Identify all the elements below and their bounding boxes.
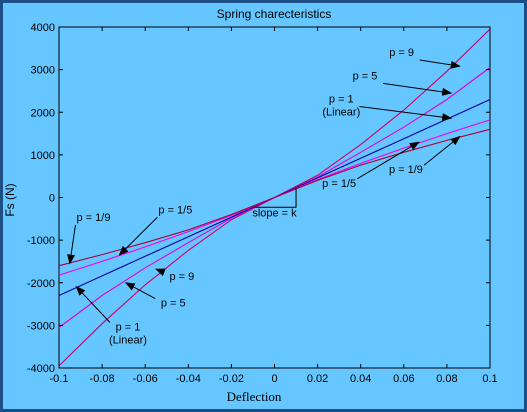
- annotation-label-line2: (Linear): [109, 334, 147, 346]
- y-tick-label: -4000: [27, 363, 55, 375]
- annotation-arrow: [356, 141, 420, 180]
- annotation-label: p = 1/9: [389, 164, 423, 176]
- y-tick-label: -1000: [27, 235, 55, 247]
- y-tick-label: 1000: [31, 150, 55, 162]
- annotation-label-line2: (Linear): [322, 106, 360, 118]
- annotation-arrow: [75, 285, 111, 323]
- slope-indicator: [252, 187, 297, 208]
- annotation-arrow: [67, 224, 76, 265]
- annotation-label: slope = k: [252, 207, 297, 219]
- annotation-label: p = 1/5: [322, 178, 356, 190]
- annotation-arrow: [155, 268, 166, 277]
- y-axis-label: Fs (N): [3, 183, 17, 216]
- x-tick-label: -0.06: [133, 373, 158, 385]
- y-tick-label: 3000: [31, 65, 55, 77]
- annotation-label: p = 5: [161, 298, 186, 310]
- x-tick-label: 0.04: [350, 373, 371, 385]
- annotation-label: p = 1/5: [158, 204, 192, 216]
- slope-bracket: [252, 187, 297, 208]
- annotation-label: p = 9: [389, 47, 414, 59]
- x-tick-label: -0.1: [50, 373, 69, 385]
- annotation-arrow: [124, 282, 156, 300]
- x-tick-label: -0.08: [90, 373, 115, 385]
- annotations-group: p = 9p = 5p = 1(Linear)p = 1/5p = 1/9p =…: [67, 47, 461, 346]
- x-axis-label: Deflection: [227, 389, 282, 404]
- annotation-arrow: [359, 105, 453, 122]
- x-tick-label: 0: [271, 373, 277, 385]
- x-tick-label: 0.06: [393, 373, 414, 385]
- x-tick-label: 0.02: [307, 373, 328, 385]
- annotation-arrow: [419, 59, 461, 69]
- x-tick-label: -0.04: [176, 373, 201, 385]
- y-tick-label: -3000: [27, 320, 55, 332]
- annotation-arrow: [423, 135, 461, 166]
- chart-title: Spring charecteristics: [217, 7, 332, 21]
- axes-group: -0.1 -0.08 -0.06 -0.04 -0.02 0 0.02 0.04 0.06 0.0…: [27, 22, 498, 385]
- annotation-label: p = 1/9: [77, 212, 111, 224]
- annotation-label: p = 1: [116, 321, 141, 333]
- y-tick-label: 0: [49, 193, 55, 205]
- y-tick-label: 4000: [31, 22, 55, 34]
- annotation-arrow: [118, 216, 158, 256]
- x-tick-label: 0.08: [436, 373, 457, 385]
- x-tick-label: 0.1: [482, 373, 497, 385]
- annotation-label: p = 1: [329, 93, 354, 105]
- annotation-label: p = 9: [169, 271, 194, 283]
- annotation-label: p = 5: [353, 70, 378, 82]
- x-tick-label: -0.02: [219, 373, 244, 385]
- y-tick-label: -2000: [27, 278, 55, 290]
- annotation-arrow: [382, 82, 453, 96]
- y-tick-label: 2000: [31, 107, 55, 119]
